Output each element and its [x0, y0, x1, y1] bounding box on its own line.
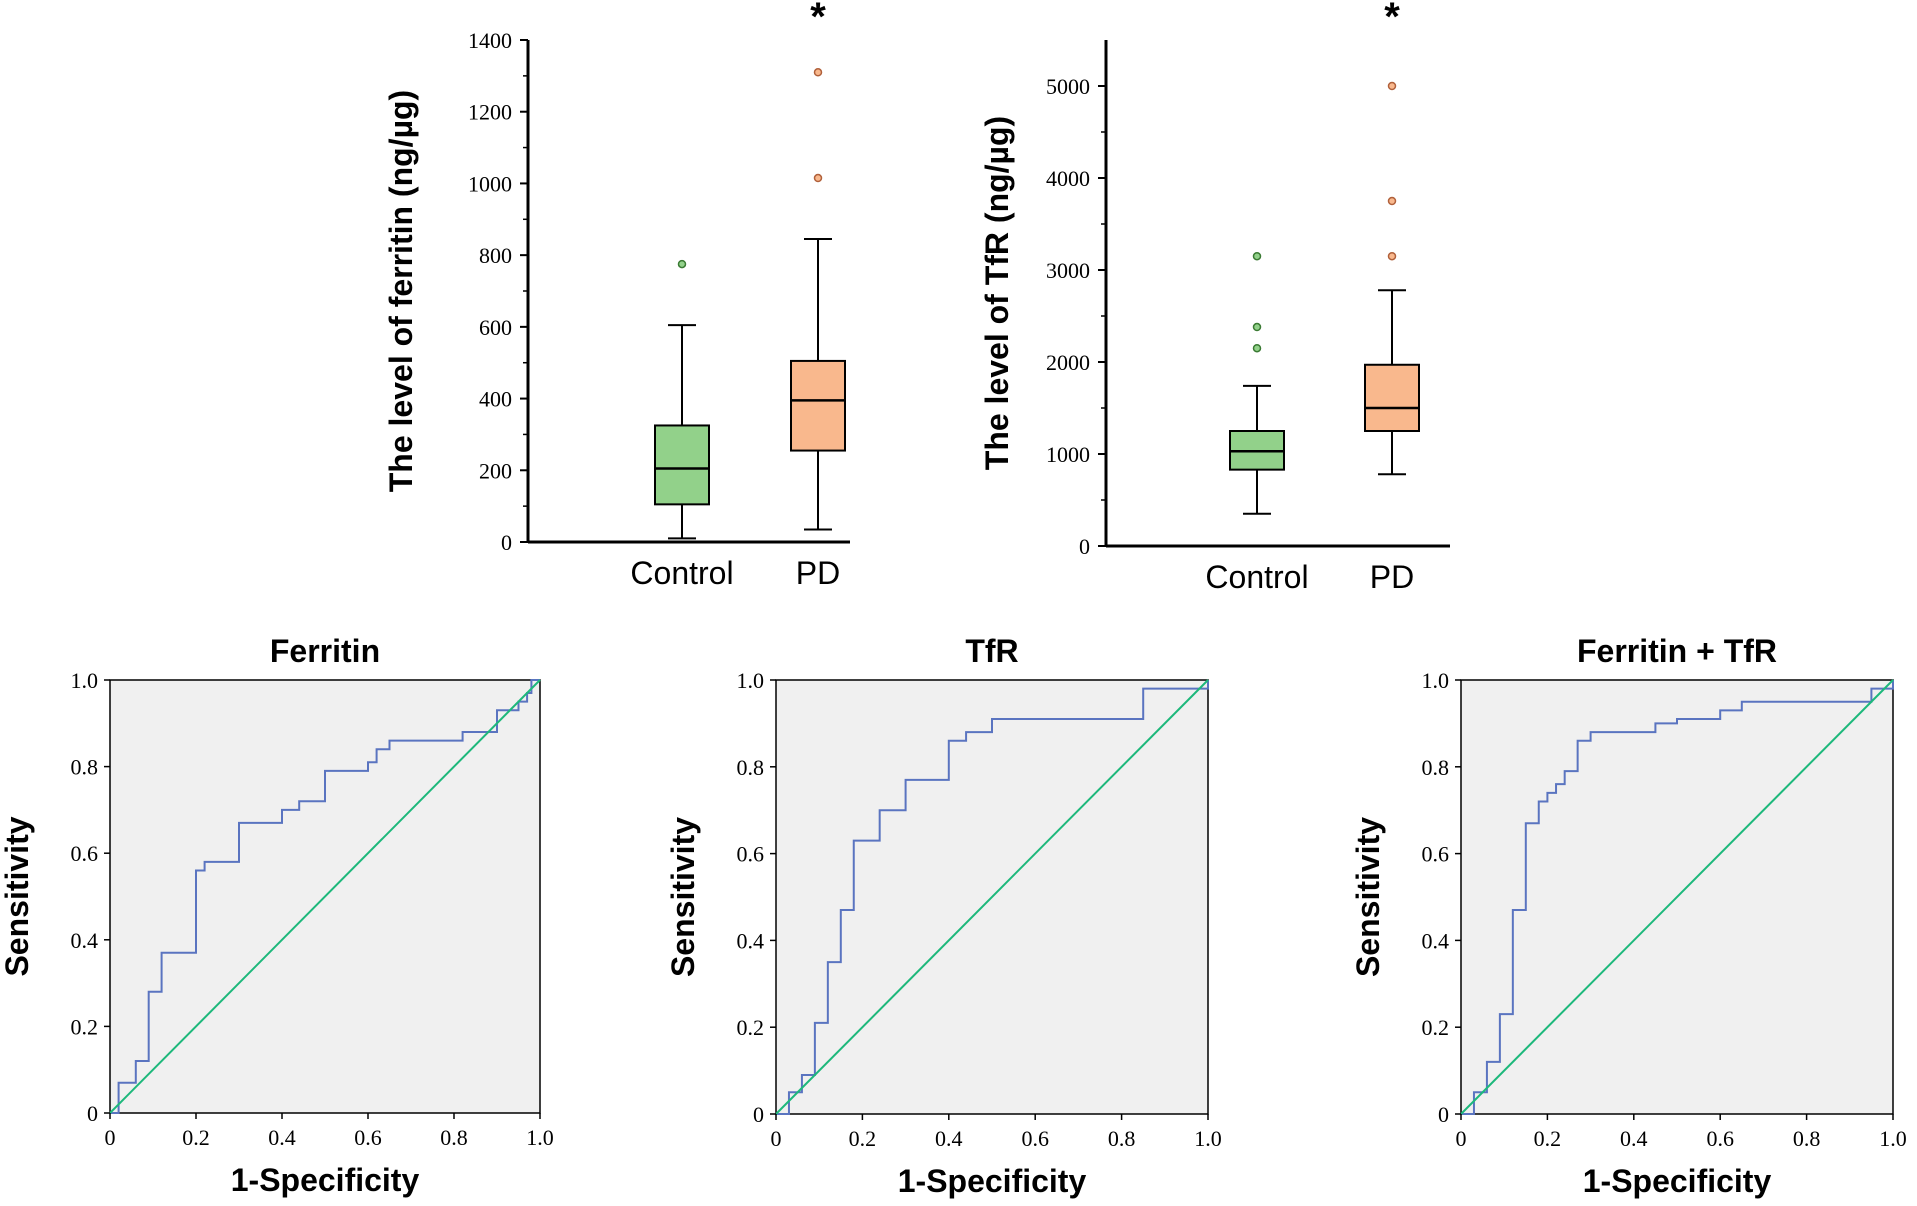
- y-tick-label: 0: [87, 1101, 98, 1126]
- y-tick-label: 0: [753, 1102, 764, 1127]
- x-tick-label: 1.0: [526, 1125, 554, 1150]
- y-tick-label: 0.2: [71, 1014, 99, 1039]
- x-tick-label: 0.8: [1108, 1126, 1136, 1151]
- tfr-box: 0 1000 2000 3000 4000 5000 The level of TfR (n…: [979, 0, 1450, 595]
- roc-tfr: 0 0.2 0.4 0.6 0.8 1.0 0 0.2 0.4 0.6 0.8 1.0 TfR 1-Spe…: [665, 633, 1222, 1199]
- y-tick-label: 0.6: [1422, 842, 1450, 867]
- y-tick-label: 1.0: [71, 668, 99, 693]
- chart-title: Ferritin: [270, 633, 380, 669]
- y-tick-label: 0.8: [737, 755, 765, 780]
- ferritin-box: 0 200 400 600 800 1000 1200 1400 The level of fe…: [383, 0, 850, 591]
- significance-marker: *: [1384, 0, 1400, 39]
- y-axis-label: The level of ferritin (ng/µg): [383, 90, 419, 492]
- outlier-point: [1252, 251, 1262, 261]
- y-tick-label: 600: [479, 315, 512, 340]
- y-tick-label: 0.6: [737, 842, 765, 867]
- x-tick-label: 0.4: [1620, 1126, 1648, 1151]
- y-tick-label: 0: [1438, 1102, 1449, 1127]
- reference-line: [775, 679, 1209, 1115]
- outlier-point: [1387, 196, 1397, 206]
- category-label: Control: [630, 555, 733, 591]
- reference-line: [1460, 679, 1894, 1115]
- outlier-point: [1387, 251, 1397, 261]
- y-tick-label: 0: [501, 530, 512, 555]
- y-tick-label: 1000: [1046, 442, 1090, 467]
- x-tick-label: 0.2: [182, 1125, 210, 1150]
- y-tick-label: 4000: [1046, 166, 1090, 191]
- outlier-point: [813, 173, 823, 183]
- x-tick-label: 0.6: [1706, 1126, 1734, 1151]
- y-tick-label: 1000: [468, 171, 512, 196]
- y-tick-label: 0.4: [71, 928, 99, 953]
- x-tick-label: 0.6: [354, 1125, 382, 1150]
- y-tick-label: 3000: [1046, 258, 1090, 283]
- y-tick-label: 5000: [1046, 74, 1090, 99]
- outlier-point: [1252, 343, 1262, 353]
- roc-curve: [1461, 680, 1894, 1115]
- x-tick-label: 0.2: [1534, 1126, 1562, 1151]
- y-tick-label: 400: [479, 387, 512, 412]
- y-tick-label: 800: [479, 243, 512, 268]
- y-tick-label: 0.4: [737, 928, 765, 953]
- x-tick-label: 0: [105, 1125, 116, 1150]
- y-axis-label: Sensitivity: [1350, 817, 1386, 977]
- reference-line: [109, 679, 541, 1114]
- roc-curve: [110, 679, 540, 1114]
- y-tick-label: 1200: [468, 100, 512, 125]
- category-label: PD: [1370, 559, 1414, 595]
- x-tick-label: 0: [1456, 1126, 1467, 1151]
- y-tick-label: 0.4: [1422, 928, 1450, 953]
- y-tick-label: 0.6: [71, 841, 99, 866]
- y-tick-label: 1.0: [737, 668, 765, 693]
- roc-combined: 0 0.2 0.4 0.6 0.8 1.0 0 0.2 0.4 0.6 0.8 1.0 Ferritin…: [1350, 633, 1907, 1199]
- box-pd: [790, 359, 846, 452]
- x-tick-label: 0.8: [1793, 1126, 1821, 1151]
- x-tick-label: 0.4: [268, 1125, 296, 1150]
- y-tick-label: 2000: [1046, 350, 1090, 375]
- category-label: PD: [796, 555, 840, 591]
- outlier-point: [677, 259, 687, 269]
- outlier-point: [813, 68, 823, 77]
- x-tick-label: 0.4: [935, 1126, 963, 1151]
- y-axis-label: The level of TfR (ng/µg): [979, 116, 1015, 470]
- y-tick-label: 1.0: [1422, 668, 1450, 693]
- y-tick-label: 0.2: [737, 1015, 765, 1040]
- roc-ferritin: 0 0.2 0.4 0.6 0.8 1.0 0 0.2 0.4 0.6 0.8 1.0 Ferritin…: [0, 633, 554, 1198]
- y-tick-label: 0: [1079, 534, 1090, 559]
- y-tick-label: 1400: [468, 28, 512, 53]
- y-tick-label: 200: [479, 458, 512, 483]
- x-axis-label: 1-Specificity: [1583, 1163, 1772, 1199]
- x-tick-label: 0: [771, 1126, 782, 1151]
- significance-marker: *: [810, 0, 826, 39]
- x-tick-label: 0.6: [1021, 1126, 1049, 1151]
- y-tick-label: 0.8: [1422, 755, 1450, 780]
- roc-curve: [776, 680, 1209, 1115]
- outlier-point: [1387, 81, 1397, 91]
- y-axis-label: Sensitivity: [665, 817, 701, 977]
- y-axis-label: Sensitivity: [0, 816, 35, 976]
- x-tick-label: 0.8: [440, 1125, 468, 1150]
- box-control: [654, 424, 710, 506]
- box-pd: [1364, 363, 1420, 433]
- x-axis-label: 1-Specificity: [898, 1163, 1087, 1199]
- x-tick-label: 0.2: [849, 1126, 877, 1151]
- outlier-point: [1252, 322, 1262, 332]
- y-tick-label: 0.8: [71, 755, 99, 780]
- x-tick-label: 1.0: [1879, 1126, 1907, 1151]
- chart-title: Ferritin + TfR: [1577, 633, 1777, 669]
- x-tick-label: 1.0: [1194, 1126, 1222, 1151]
- chart-title: TfR: [965, 633, 1018, 669]
- category-label: Control: [1205, 559, 1308, 595]
- x-axis-label: 1-Specificity: [231, 1162, 420, 1198]
- y-tick-label: 0.2: [1422, 1015, 1450, 1040]
